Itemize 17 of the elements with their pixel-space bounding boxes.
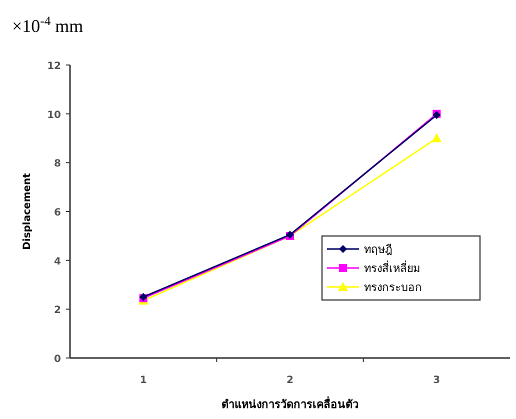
x-tick-label: 2 bbox=[286, 375, 294, 386]
legend-label: ทรงสี่เหลี่ยม bbox=[364, 260, 420, 275]
y-tick-label: 2 bbox=[54, 305, 62, 316]
legend-label: ทฤษฎี bbox=[364, 243, 392, 256]
y-tick-label: 10 bbox=[47, 110, 62, 121]
y-tick-label: 6 bbox=[54, 208, 62, 218]
x-tick-label: 3 bbox=[433, 375, 440, 386]
point bbox=[432, 133, 442, 142]
x-tick-label: 1 bbox=[140, 375, 147, 386]
text: ×10$^{-4}$ mm bbox=[12, 14, 84, 36]
y-tick-label: 0 bbox=[54, 354, 62, 365]
x-axis-title: ตำแหน่งการวัดการเคลื่อนตัว bbox=[222, 396, 358, 411]
y-tick-label: 12 bbox=[47, 61, 62, 72]
y-tick-label: 8 bbox=[54, 158, 62, 170]
legend-label: ทรงกระบอก bbox=[364, 281, 422, 294]
y-axis-title: Displacement bbox=[22, 172, 33, 250]
y-tick-label: 4 bbox=[54, 256, 62, 268]
